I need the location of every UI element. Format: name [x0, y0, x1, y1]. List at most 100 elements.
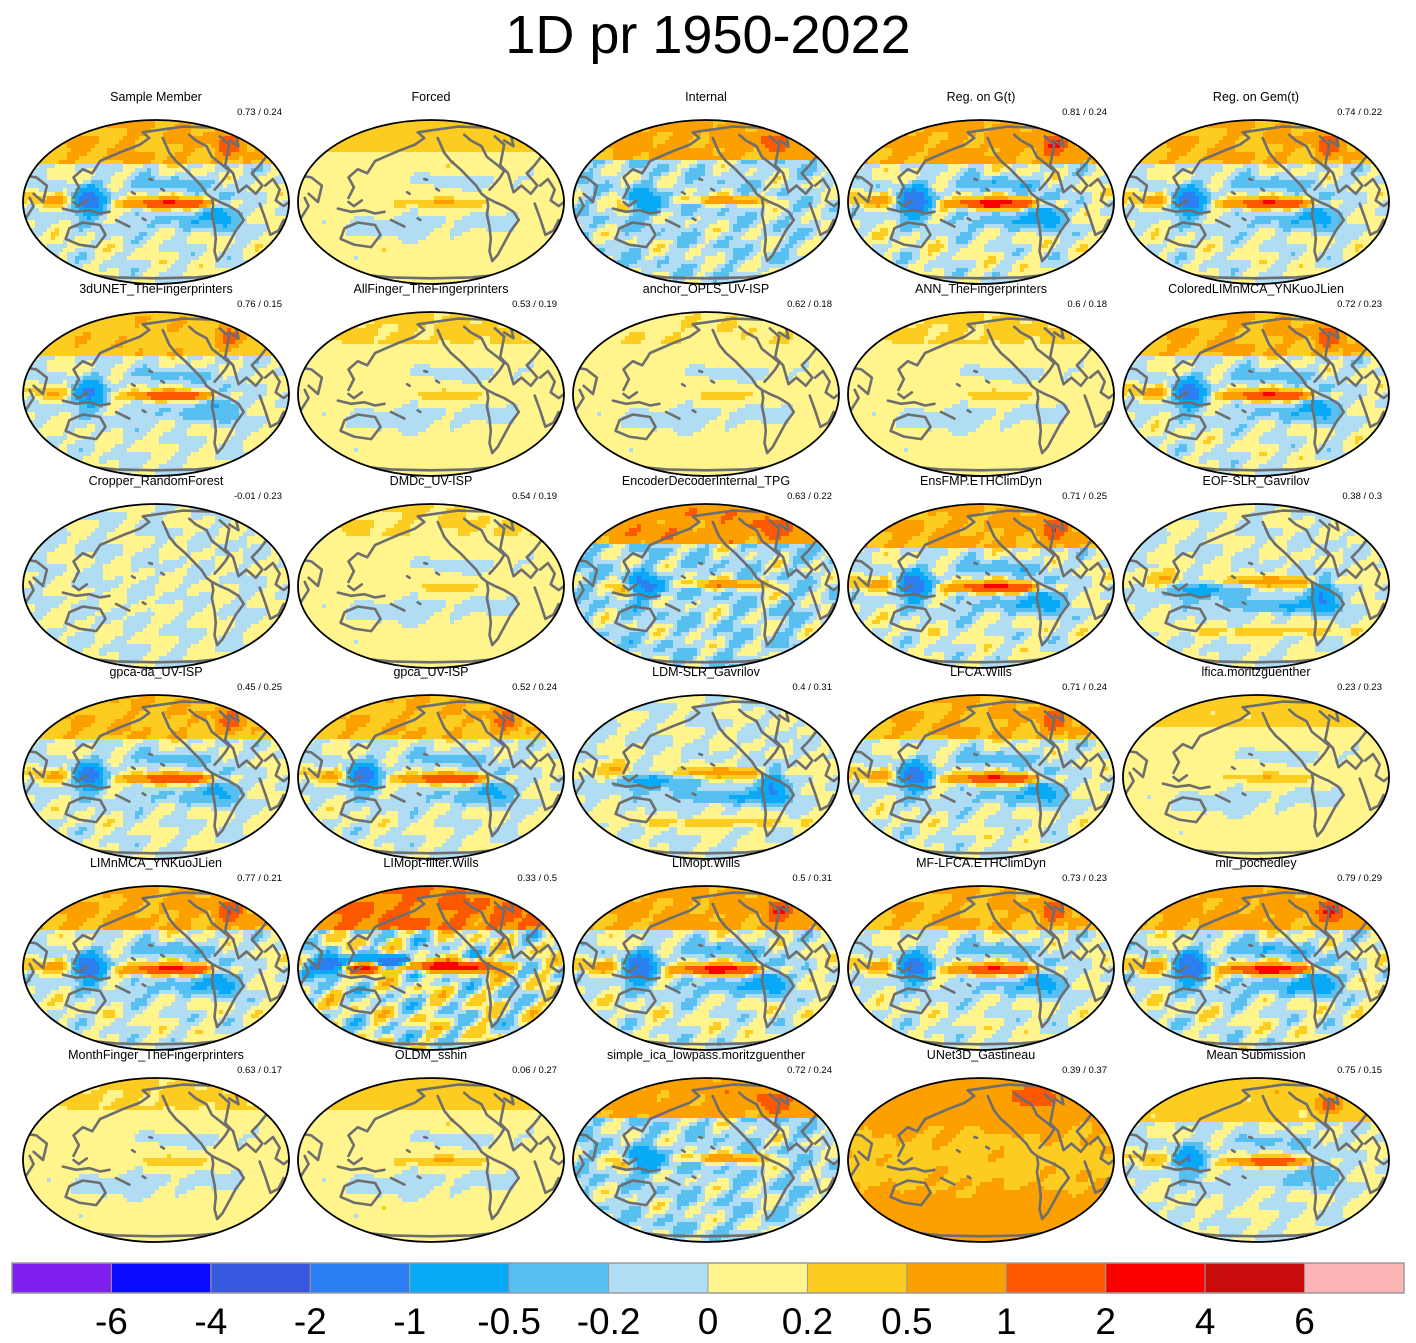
field-cell	[155, 192, 160, 197]
field-cell	[183, 128, 188, 133]
field-cell	[239, 164, 244, 169]
field-cell	[111, 136, 116, 141]
field-cell	[143, 184, 148, 189]
field-cell	[255, 244, 260, 249]
field-cell	[155, 196, 160, 201]
field-cell	[374, 152, 379, 157]
field-cell	[338, 188, 343, 193]
field-cell	[115, 212, 120, 217]
field-cell	[370, 256, 375, 261]
field-cell	[111, 220, 116, 225]
field-cell	[195, 260, 200, 265]
field-cell	[91, 232, 96, 237]
field-cell	[191, 244, 196, 249]
field-cell	[83, 180, 88, 185]
field-cell	[275, 216, 280, 221]
field-cell	[406, 248, 411, 253]
field-cell	[534, 220, 539, 225]
field-cell	[131, 184, 136, 189]
field-cell	[203, 156, 208, 161]
field-cell	[203, 136, 208, 141]
field-cell	[370, 204, 375, 209]
field-cell	[442, 252, 447, 257]
field-cell	[27, 204, 32, 209]
field-cell	[167, 264, 172, 269]
field-cell	[155, 184, 160, 189]
field-cell	[63, 164, 68, 169]
field-cell	[494, 212, 499, 217]
field-cell	[486, 132, 491, 137]
field-cell	[342, 164, 347, 169]
field-cell	[139, 212, 144, 217]
field-cell	[406, 272, 411, 277]
field-cell	[354, 156, 359, 161]
field-cell	[697, 148, 702, 153]
field-cell	[454, 192, 459, 197]
field-cell	[629, 136, 634, 141]
field-cell	[87, 264, 92, 269]
field-cell	[119, 212, 124, 217]
field-cell	[79, 136, 84, 141]
field-cell	[422, 168, 427, 173]
field-cell	[107, 176, 112, 181]
field-cell	[470, 212, 475, 217]
field-cell	[119, 252, 124, 257]
field-cell	[605, 152, 610, 157]
field-cell	[366, 200, 371, 205]
field-cell	[350, 248, 355, 253]
field-cell	[785, 152, 790, 157]
field-cell	[330, 192, 335, 197]
field-cell	[422, 256, 427, 261]
field-cell	[458, 152, 463, 157]
field-cell	[259, 244, 264, 249]
field-cell	[107, 204, 112, 209]
field-cell	[55, 240, 60, 245]
field-cell	[175, 256, 180, 261]
field-cell	[219, 240, 224, 245]
field-cell	[466, 164, 471, 169]
field-cell	[223, 216, 228, 221]
field-cell	[103, 172, 108, 177]
field-cell	[418, 200, 423, 205]
field-cell	[255, 224, 260, 229]
field-cell	[510, 240, 515, 245]
field-cell	[99, 144, 104, 149]
field-cell	[470, 128, 475, 133]
field-cell	[131, 268, 136, 273]
field-cell	[47, 168, 52, 173]
field-cell	[167, 256, 172, 261]
field-cell	[526, 248, 531, 253]
field-cell	[163, 176, 168, 181]
field-cell	[370, 180, 375, 185]
field-cell	[211, 268, 216, 273]
field-cell	[247, 248, 252, 253]
field-cell	[338, 168, 343, 173]
field-cell	[155, 232, 160, 237]
field-cell	[171, 136, 176, 141]
field-cell	[171, 224, 176, 229]
field-cell	[71, 132, 76, 137]
field-cell	[215, 164, 220, 169]
field-cell	[717, 132, 722, 137]
field-cell	[390, 236, 395, 241]
field-cell	[51, 220, 56, 225]
field-cell	[410, 188, 415, 193]
field-cell	[326, 188, 331, 193]
field-cell	[87, 240, 92, 245]
field-cell	[239, 236, 244, 241]
field-cell	[426, 132, 431, 137]
field-cell	[306, 212, 311, 217]
field-cell	[175, 192, 180, 197]
field-cell	[235, 156, 240, 161]
field-cell	[749, 152, 754, 157]
field-cell	[370, 188, 375, 193]
field-cell	[203, 172, 208, 177]
field-cell	[422, 220, 427, 225]
field-cell	[51, 212, 56, 217]
field-cell	[506, 152, 511, 157]
field-cell	[179, 220, 184, 225]
field-cell	[446, 264, 451, 269]
field-cell	[223, 228, 228, 233]
field-cell	[410, 252, 415, 257]
field-cell	[247, 156, 252, 161]
